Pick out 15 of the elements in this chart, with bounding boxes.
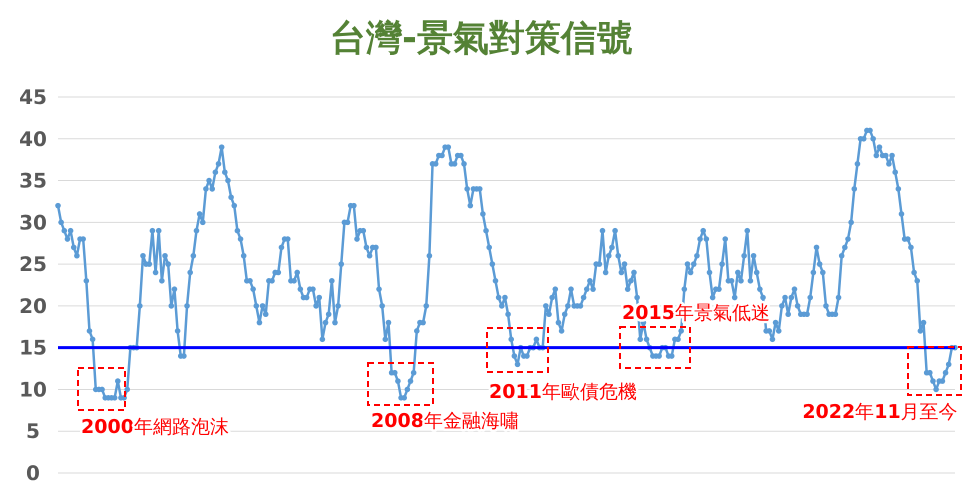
annotation: 2000年網路泡沫 <box>81 416 229 438</box>
y-tick-label: 45 <box>19 85 47 109</box>
annotation: 2011年歐債危機 <box>489 381 637 403</box>
annotation: 2008年金融海嘯 <box>371 410 519 432</box>
y-tick-label: 25 <box>19 252 47 276</box>
annotation: 2022年11月至今 <box>802 401 958 423</box>
y-tick-label: 30 <box>19 210 47 234</box>
y-tick-label: 40 <box>19 126 47 151</box>
y-tick-label: 35 <box>19 168 47 193</box>
y-tick-label: 15 <box>19 336 47 360</box>
y-tick-label: 0 <box>26 461 40 485</box>
chart-title: 台灣-景氣對策信號 <box>330 18 633 59</box>
y-tick-label: 20 <box>19 294 47 318</box>
y-tick-label: 10 <box>19 377 47 402</box>
y-tick-label: 5 <box>26 419 40 444</box>
